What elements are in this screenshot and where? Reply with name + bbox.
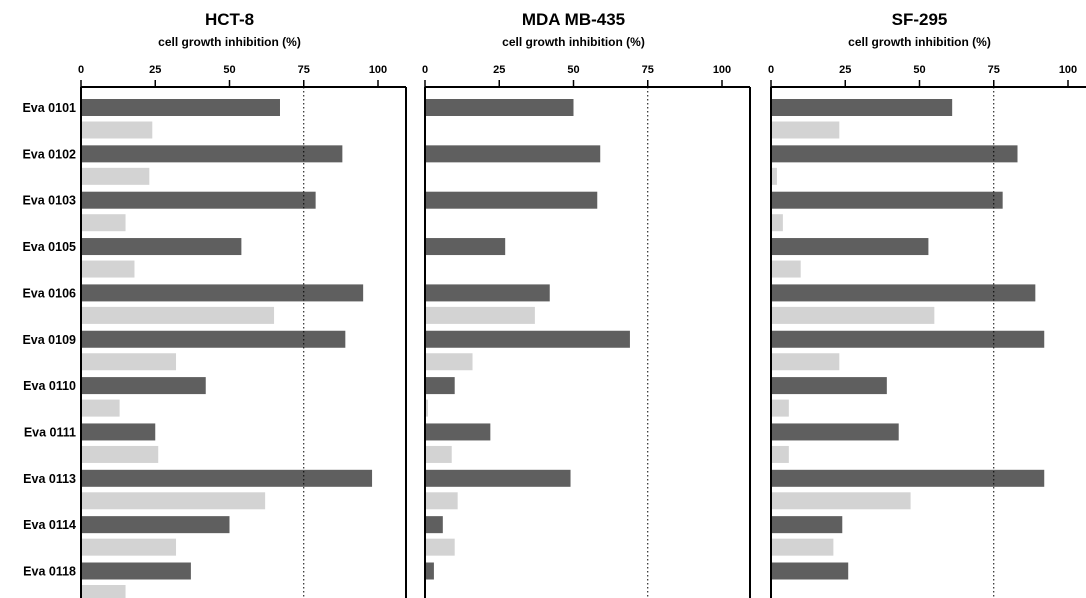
bar-eva-0103-dark [771,191,1003,209]
bar-eva-0106-dark [771,284,1036,302]
bar-eva-0103-dark [425,191,598,209]
x-tick-label: 100 [1059,64,1077,76]
category-label: Eva 0111 [24,425,76,439]
bar-eva-0113-dark [771,469,1045,487]
bar-eva-0113-dark [425,469,571,487]
x-tick-label: 50 [223,64,235,76]
x-tick-label: 100 [369,64,387,76]
category-label: Eva 0118 [23,565,76,579]
bar-eva-0110-dark [425,377,455,395]
bar-eva-0101-dark [425,99,574,116]
category-label: Eva 0106 [22,286,76,300]
bar-eva-0109-light [81,353,177,371]
bar-eva-0105-light [771,260,801,278]
category-label: Eva 0109 [22,333,76,347]
bar-eva-0102-light [81,167,150,185]
bar-eva-0110-light [425,399,428,417]
x-tick-label: 50 [567,64,579,76]
bar-eva-0113-light [81,492,266,510]
bar-eva-0113-dark [81,469,373,487]
bar-eva-0106-dark [425,284,550,302]
bar-eva-0110-light [771,399,789,417]
bar-eva-0101-dark [81,99,280,116]
bar-eva-0111-light [425,445,452,463]
bar-eva-0105-dark [425,238,506,256]
bar-eva-0118-dark [425,562,434,580]
bar-eva-0113-light [771,492,911,510]
bar-eva-0110-light [81,399,120,417]
bar-eva-0114-light [771,538,834,556]
bar-eva-0114-dark [425,516,443,534]
bar-eva-0102-light [771,167,777,185]
bar-eva-0106-light [81,306,275,324]
bar-eva-0109-dark [771,330,1045,348]
bar-eva-0101-light [81,121,153,139]
bar-eva-0103-dark [81,191,316,209]
x-axis-label: cell growth inhibition (%) [502,35,645,49]
bar-eva-0114-dark [81,516,230,534]
bar-eva-0114-dark [771,516,843,534]
bar-eva-0118-dark [771,562,849,580]
chart-panel-sf-295: SF-295 cell growth inhibition (%) 0 25 50 75 1… [768,10,1086,598]
x-tick-label: 0 [768,64,774,76]
bar-eva-0101-dark [771,99,953,116]
category-label: Eva 0113 [23,472,76,486]
bar-eva-0118-dark [81,562,191,580]
bar-eva-0111-dark [81,423,156,441]
category-label: Eva 0102 [22,147,76,161]
x-tick-label: 25 [493,64,505,76]
x-axis-label: cell growth inhibition (%) [848,35,991,49]
bar-eva-0103-light [81,214,126,232]
bar-eva-0102-dark [81,145,343,163]
bar-eva-0103-light [771,214,783,232]
bar-eva-0111-dark [425,423,491,441]
chart-panel-mda-mb-435: MDA MB-435 cell growth inhibition (%) 0 25 5… [422,10,751,598]
bar-eva-0109-dark [81,330,346,348]
bar-eva-0118-light [81,585,126,598]
x-axis-label: cell growth inhibition (%) [158,35,301,49]
bar-eva-0111-light [81,445,159,463]
category-label: Eva 0101 [22,101,76,115]
bar-eva-0109-light [425,353,473,371]
bar-eva-0106-light [771,306,935,324]
panel-title: HCT-8 [205,10,254,29]
panel-title: MDA MB-435 [522,10,625,29]
bar-eva-0114-light [81,538,177,556]
bar-eva-0110-dark [771,377,887,395]
category-label: Eva 0105 [22,240,76,254]
category-label: Eva 0110 [23,379,76,393]
x-tick-label: 100 [713,64,731,76]
bar-eva-0101-light [771,121,840,139]
bar-eva-0111-light [771,445,789,463]
x-tick-label: 75 [988,64,1000,76]
bar-eva-0113-light [425,492,458,510]
bar-eva-0102-dark [771,145,1018,163]
x-tick-label: 75 [642,64,654,76]
x-tick-label: 0 [422,64,428,76]
category-label: Eva 0114 [23,518,76,532]
bar-eva-0110-dark [81,377,206,395]
bar-eva-0105-dark [771,238,929,256]
panel-title: SF-295 [892,10,948,29]
bar-eva-0114-light [425,538,455,556]
bar-eva-0109-dark [425,330,630,348]
x-tick-label: 75 [298,64,310,76]
bar-eva-0105-light [81,260,135,278]
x-tick-label: 25 [149,64,161,76]
bar-eva-0102-dark [425,145,601,163]
bar-eva-0111-dark [771,423,899,441]
x-tick-label: 25 [839,64,851,76]
chart-panel-hct-8: HCT-8 cell growth inhibition (%) 0 25 50 75 10… [22,10,407,598]
bar-eva-0106-light [425,306,535,324]
category-label: Eva 0103 [22,194,76,208]
bar-eva-0105-dark [81,238,242,256]
x-tick-label: 50 [913,64,925,76]
x-tick-label: 0 [78,64,84,76]
bar-eva-0109-light [771,353,840,371]
bar-eva-0106-dark [81,284,364,302]
